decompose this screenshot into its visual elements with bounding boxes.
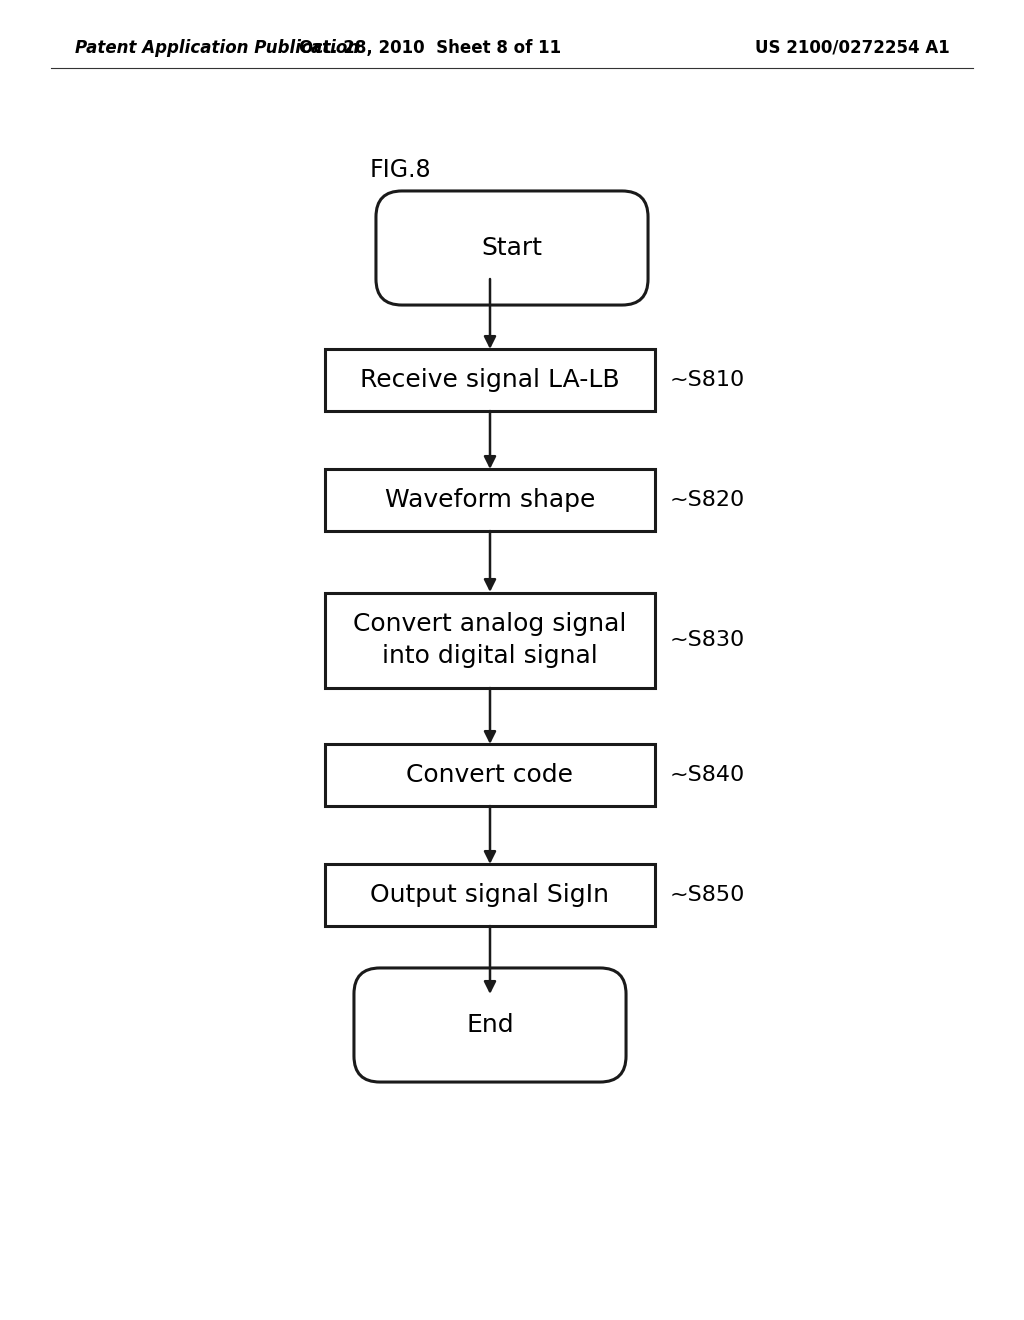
Text: ~S820: ~S820: [670, 490, 745, 510]
Text: ~S830: ~S830: [670, 630, 745, 649]
Bar: [325, 593, 655, 688]
Text: Convert code: Convert code: [407, 763, 573, 787]
Text: ~S850: ~S850: [670, 884, 745, 906]
Bar: [325, 865, 655, 927]
Text: US 2100/0272254 A1: US 2100/0272254 A1: [756, 40, 950, 57]
FancyBboxPatch shape: [376, 191, 648, 305]
Text: Receive signal LA-LB: Receive signal LA-LB: [360, 368, 620, 392]
Text: Waveform shape: Waveform shape: [385, 488, 595, 512]
Bar: [325, 348, 655, 411]
Text: Oct. 28, 2010  Sheet 8 of 11: Oct. 28, 2010 Sheet 8 of 11: [299, 40, 561, 57]
Text: ~S810: ~S810: [670, 370, 745, 389]
Text: Convert analog signal
into digital signal: Convert analog signal into digital signa…: [353, 612, 627, 668]
Text: Patent Application Publication: Patent Application Publication: [75, 40, 359, 57]
Text: Start: Start: [481, 236, 543, 260]
FancyBboxPatch shape: [354, 968, 626, 1082]
Text: Output signal SigIn: Output signal SigIn: [371, 883, 609, 907]
Text: End: End: [466, 1012, 514, 1038]
Bar: [325, 744, 655, 807]
Text: ~S840: ~S840: [670, 766, 745, 785]
Bar: [325, 469, 655, 531]
Text: FIG.8: FIG.8: [370, 158, 432, 182]
